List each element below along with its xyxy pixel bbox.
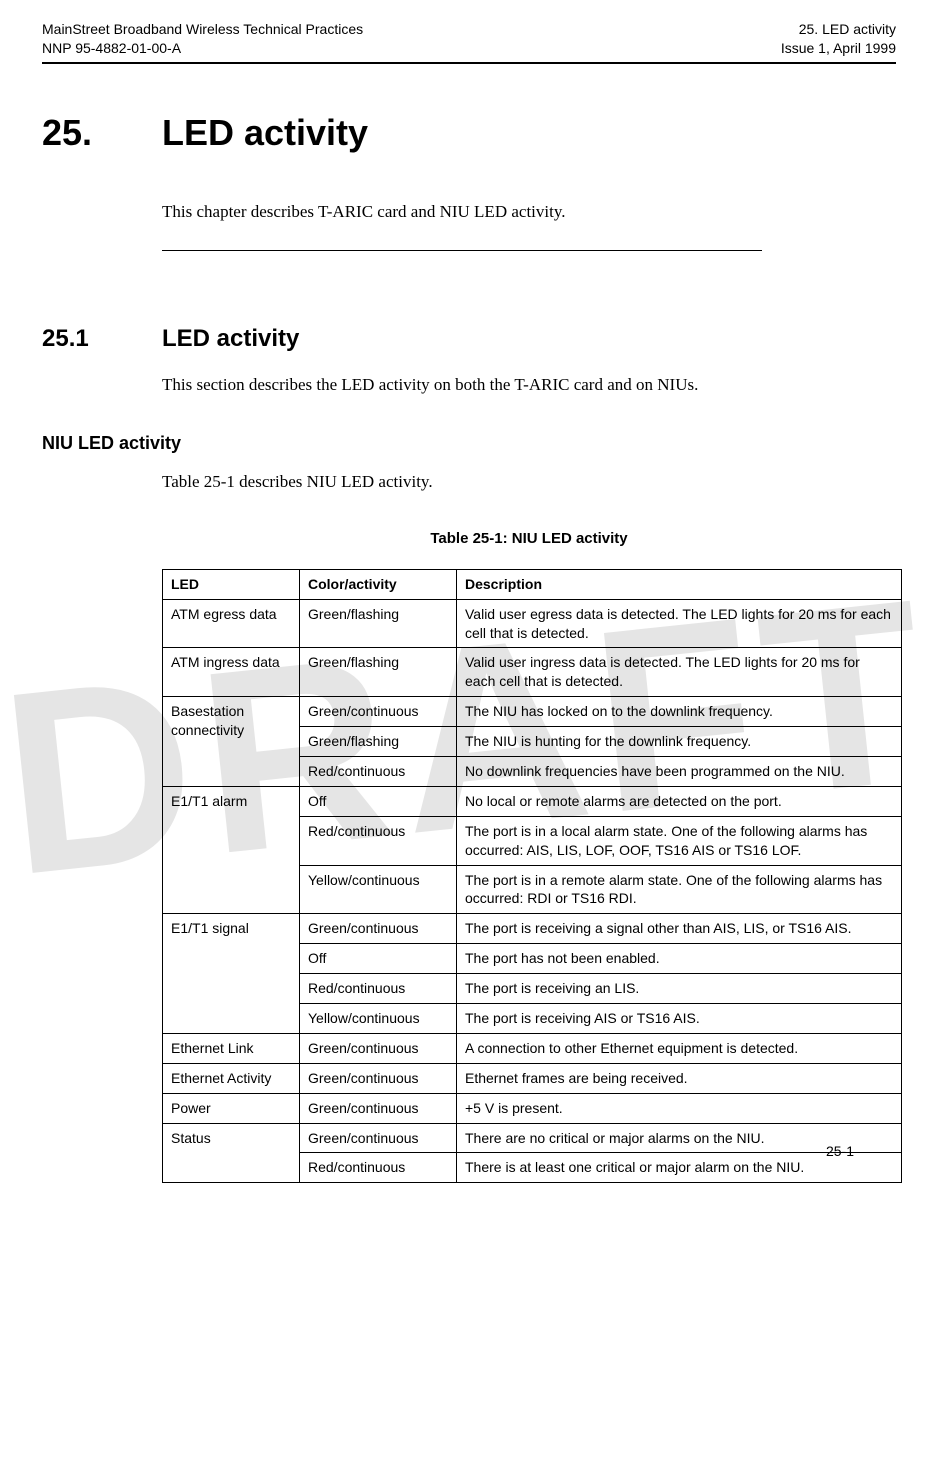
subsection-heading: NIU LED activity (42, 433, 896, 454)
cell-desc: The port is receiving an LIS. (457, 974, 902, 1004)
cell-desc: The port has not been enabled. (457, 944, 902, 974)
cell-color: Green/continuous (300, 1123, 457, 1153)
header-left-line2: NNP 95-4882-01-00-A (42, 39, 363, 58)
cell-desc: No local or remote alarms are detected o… (457, 786, 902, 816)
cell-led: Status (163, 1123, 300, 1183)
horizontal-rule (162, 250, 762, 251)
subsection-paragraph: Table 25-1 describes NIU LED activity. (162, 472, 896, 492)
table-row: Ethernet LinkGreen/continuousA connectio… (163, 1033, 902, 1063)
niu-led-table: LED Color/activity Description ATM egres… (162, 569, 902, 1184)
section-heading: 25.1 LED activity (42, 325, 896, 353)
cell-color: Off (300, 786, 457, 816)
cell-color: Off (300, 944, 457, 974)
cell-led: Ethernet Link (163, 1033, 300, 1063)
cell-desc: A connection to other Ethernet equipment… (457, 1033, 902, 1063)
cell-led: E1/T1 alarm (163, 786, 300, 913)
cell-color: Green/flashing (300, 727, 457, 757)
cell-color: Green/continuous (300, 697, 457, 727)
cell-color: Red/continuous (300, 974, 457, 1004)
cell-color: Green/flashing (300, 599, 457, 648)
table-row: StatusGreen/continuousThere are no criti… (163, 1123, 902, 1153)
cell-desc: The NIU is hunting for the downlink freq… (457, 727, 902, 757)
cell-desc: No downlink frequencies have been progra… (457, 757, 902, 787)
cell-desc: Ethernet frames are being received. (457, 1063, 902, 1093)
cell-desc: The NIU has locked on to the downlink fr… (457, 697, 902, 727)
table-header-desc: Description (457, 569, 902, 599)
table-header-row: LED Color/activity Description (163, 569, 902, 599)
cell-desc: The port is in a remote alarm state. One… (457, 865, 902, 914)
cell-color: Green/continuous (300, 914, 457, 944)
page-number: 25-1 (826, 1143, 854, 1159)
cell-led: ATM ingress data (163, 648, 300, 697)
cell-led: Power (163, 1093, 300, 1123)
table-header-color: Color/activity (300, 569, 457, 599)
cell-desc: The port is in a local alarm state. One … (457, 816, 902, 865)
cell-led: E1/T1 signal (163, 914, 300, 1034)
table-header-led: LED (163, 569, 300, 599)
chapter-heading: 25. LED activity (42, 112, 896, 154)
cell-led: ATM egress data (163, 599, 300, 648)
section-title: LED activity (162, 325, 299, 353)
cell-desc: Valid user egress data is detected. The … (457, 599, 902, 648)
chapter-number: 25. (42, 112, 162, 154)
cell-color: Red/continuous (300, 757, 457, 787)
cell-color: Green/continuous (300, 1033, 457, 1063)
chapter-intro: This chapter describes T-ARIC card and N… (162, 202, 896, 222)
cell-desc: +5 V is present. (457, 1093, 902, 1123)
cell-color: Yellow/continuous (300, 865, 457, 914)
cell-color: Red/continuous (300, 1153, 457, 1183)
table-row: PowerGreen/continuous+5 V is present. (163, 1093, 902, 1123)
cell-led: Basestation connectivity (163, 697, 300, 787)
table-row: Basestation connectivityGreen/continuous… (163, 697, 902, 727)
table-row: Ethernet ActivityGreen/continuousEtherne… (163, 1063, 902, 1093)
table-caption: Table 25-1: NIU LED activity (162, 530, 896, 547)
header-left-line1: MainStreet Broadband Wireless Technical … (42, 20, 363, 39)
table-row: ATM egress dataGreen/flashingValid user … (163, 599, 902, 648)
table-row: ATM ingress dataGreen/flashingValid user… (163, 648, 902, 697)
running-header: MainStreet Broadband Wireless Technical … (42, 20, 896, 64)
cell-color: Green/flashing (300, 648, 457, 697)
cell-color: Green/continuous (300, 1063, 457, 1093)
header-right-line2: Issue 1, April 1999 (781, 39, 896, 58)
cell-desc: Valid user ingress data is detected. The… (457, 648, 902, 697)
cell-color: Red/continuous (300, 816, 457, 865)
header-right-line1: 25. LED activity (781, 20, 896, 39)
section-number: 25.1 (42, 325, 162, 353)
cell-desc: The port is receiving AIS or TS16 AIS. (457, 1004, 902, 1034)
table-row: E1/T1 signalGreen/continuousThe port is … (163, 914, 902, 944)
cell-led: Ethernet Activity (163, 1063, 300, 1093)
cell-desc: The port is receiving a signal other tha… (457, 914, 902, 944)
chapter-title: LED activity (162, 112, 368, 154)
table-row: E1/T1 alarmOffNo local or remote alarms … (163, 786, 902, 816)
cell-color: Green/continuous (300, 1093, 457, 1123)
section-paragraph: This section describes the LED activity … (162, 375, 896, 395)
cell-color: Yellow/continuous (300, 1004, 457, 1034)
